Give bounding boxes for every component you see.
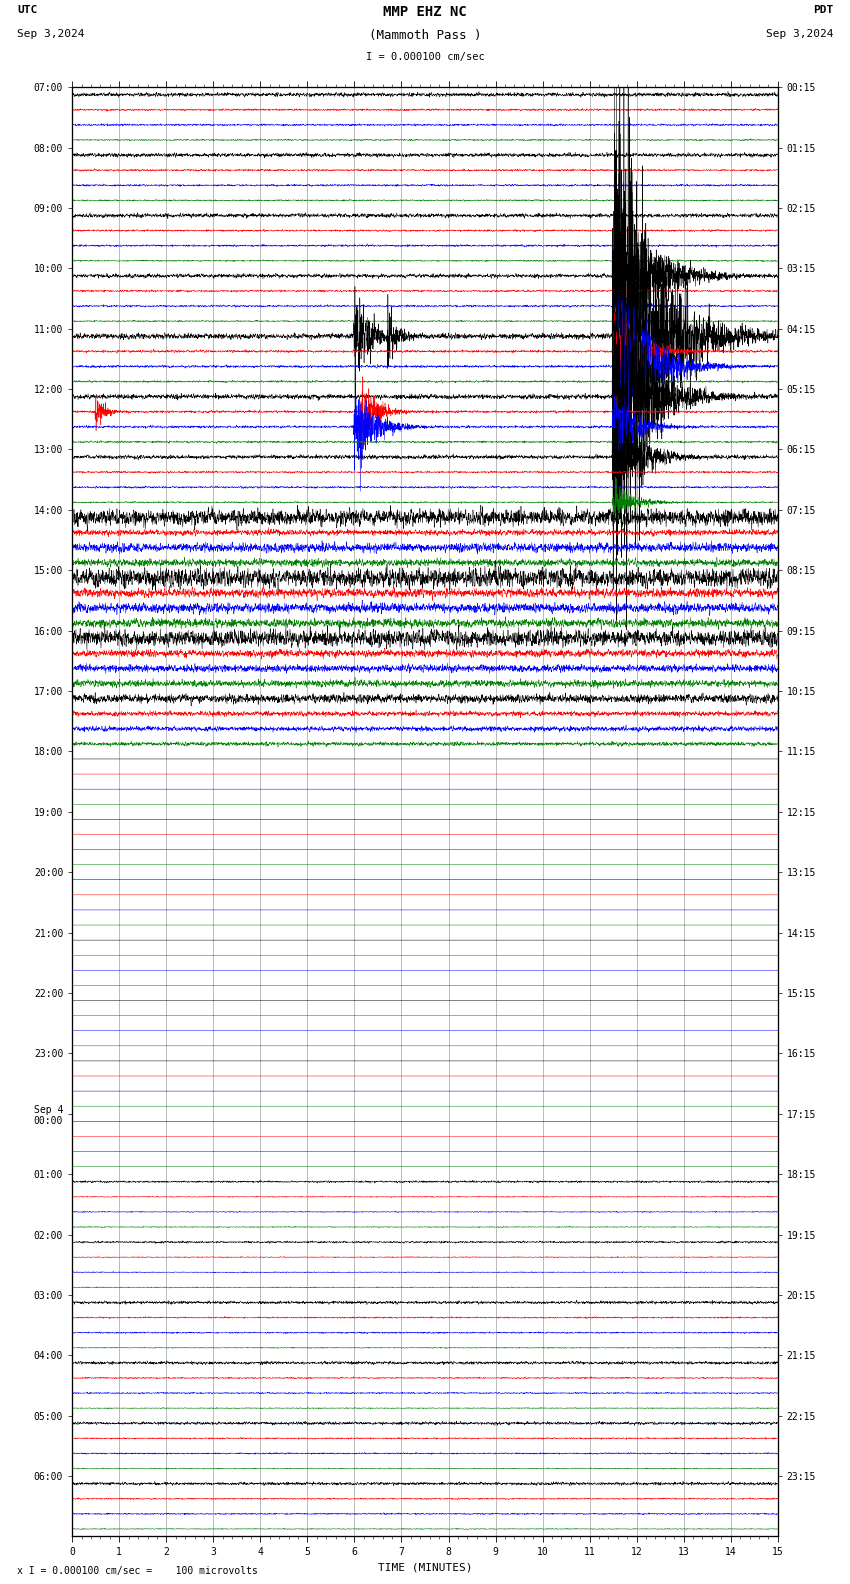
Text: PDT: PDT bbox=[813, 5, 833, 14]
Text: x I = 0.000100 cm/sec =    100 microvolts: x I = 0.000100 cm/sec = 100 microvolts bbox=[17, 1567, 258, 1576]
Text: I = 0.000100 cm/sec: I = 0.000100 cm/sec bbox=[366, 52, 484, 62]
Text: (Mammoth Pass ): (Mammoth Pass ) bbox=[369, 29, 481, 41]
Text: Sep 3,2024: Sep 3,2024 bbox=[17, 29, 84, 38]
Text: Sep 3,2024: Sep 3,2024 bbox=[766, 29, 833, 38]
X-axis label: TIME (MINUTES): TIME (MINUTES) bbox=[377, 1562, 473, 1573]
Text: UTC: UTC bbox=[17, 5, 37, 14]
Text: MMP EHZ NC: MMP EHZ NC bbox=[383, 5, 467, 19]
